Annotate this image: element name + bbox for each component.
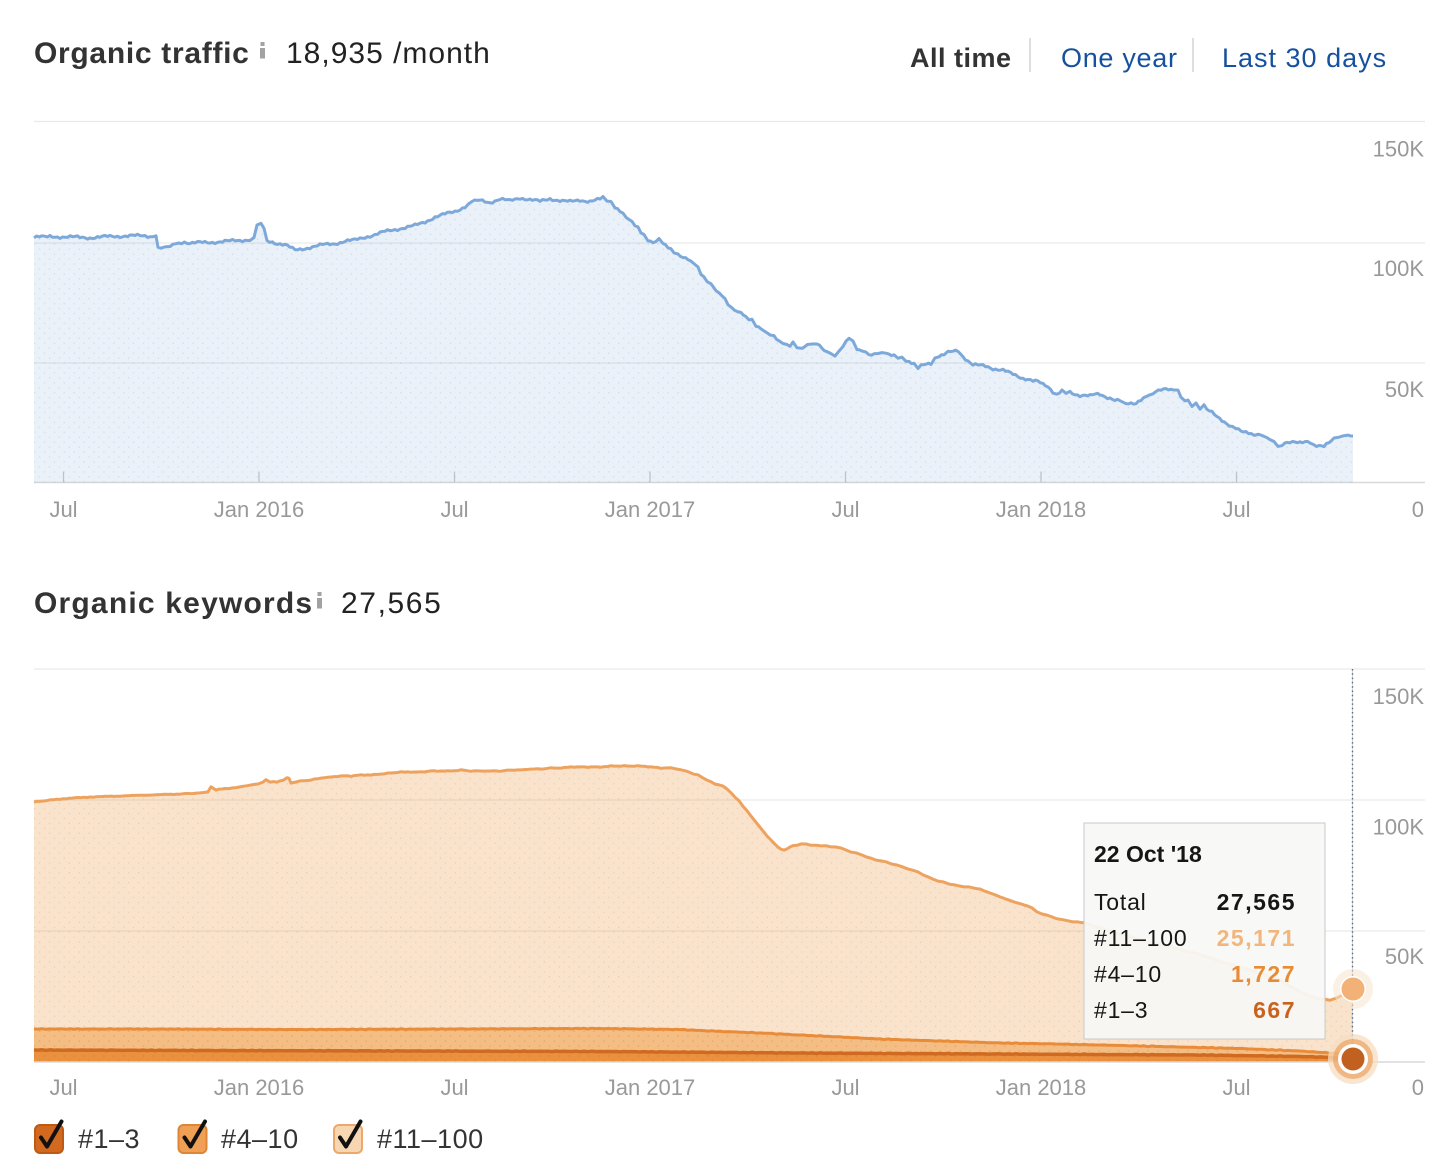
svg-text:667: 667 [1253,997,1296,1023]
svg-text:100K: 100K [1373,815,1425,840]
svg-text:Jan 2018: Jan 2018 [996,1075,1087,1100]
svg-text:Jul: Jul [49,1075,77,1100]
svg-text:Jul: Jul [440,497,468,522]
svg-text:Total: Total [1094,889,1147,915]
svg-text:Jul: Jul [440,1075,468,1100]
svg-text:Jul: Jul [831,1075,859,1100]
svg-text:150K: 150K [1373,137,1425,162]
svg-text:0: 0 [1412,497,1424,522]
svg-text:1,727: 1,727 [1231,961,1296,987]
svg-text:All time: All time [910,43,1012,73]
svg-text:0: 0 [1412,1075,1424,1100]
svg-text:50K: 50K [1385,944,1424,969]
svg-text:Jul: Jul [1222,1075,1250,1100]
svg-text:Organic traffic: Organic traffic [34,37,250,70]
svg-text:150K: 150K [1373,684,1425,709]
svg-text:Jan 2017: Jan 2017 [605,497,696,522]
svg-text:#1–3: #1–3 [1094,997,1148,1023]
svg-text:#4–10: #4–10 [1094,961,1162,987]
svg-text:18,935 /month: 18,935 /month [286,37,491,70]
svg-text:Jul: Jul [49,497,77,522]
svg-text:One year: One year [1061,43,1178,73]
svg-text:#1–3: #1–3 [78,1124,140,1154]
svg-text:#4–10: #4–10 [221,1124,299,1154]
svg-text:Jan 2018: Jan 2018 [996,497,1087,522]
svg-text:50K: 50K [1385,377,1424,402]
svg-text:Organic keywords: Organic keywords [34,587,313,620]
svg-text:27,565: 27,565 [1217,889,1296,915]
svg-text:Jul: Jul [831,497,859,522]
svg-text:Last 30 days: Last 30 days [1222,43,1387,73]
svg-text:#11–100: #11–100 [1094,925,1187,951]
svg-text:Jan 2016: Jan 2016 [214,1075,305,1100]
svg-text:Jul: Jul [1222,497,1250,522]
svg-text:27,565: 27,565 [341,587,442,620]
svg-text:Jan 2016: Jan 2016 [214,497,305,522]
svg-text:Jan 2017: Jan 2017 [605,1075,696,1100]
svg-text:#11–100: #11–100 [377,1124,484,1154]
svg-text:100K: 100K [1373,256,1425,281]
svg-text:25,171: 25,171 [1217,925,1296,951]
svg-text:22 Oct '18: 22 Oct '18 [1094,841,1202,867]
